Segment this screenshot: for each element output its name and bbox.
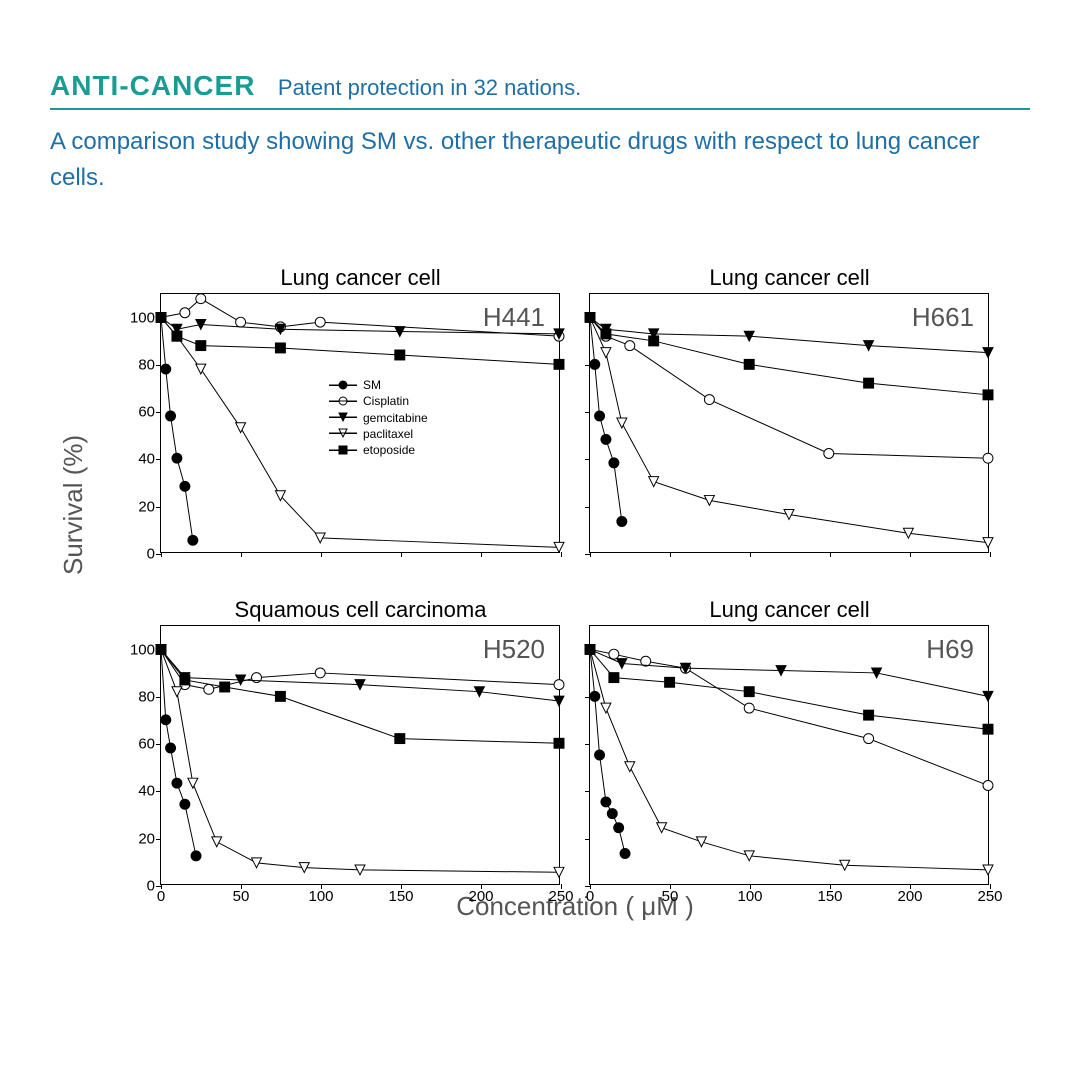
- y-tick-label: 0: [147, 546, 161, 563]
- legend-label: Cisplatin: [363, 393, 409, 409]
- chart-panel: Lung cancer cellH441020406080100SMCispla…: [160, 265, 561, 553]
- x-tick-label: 50: [233, 884, 250, 905]
- chart-panel: Lung cancer cellH69050100150200250: [589, 597, 990, 885]
- legend-item: etoposide: [329, 442, 428, 458]
- y-tick-label: 40: [138, 451, 161, 468]
- legend-label: SM: [363, 377, 381, 393]
- legend-marker: [329, 450, 357, 451]
- y-tick-label: 40: [138, 783, 161, 800]
- x-tick-label: 0: [157, 884, 165, 905]
- x-tick-label: 100: [737, 884, 762, 905]
- legend: SMCisplatingemcitabinepaclitaxeletoposid…: [329, 377, 428, 458]
- x-axis-label: Concentration ( μM ): [160, 891, 990, 922]
- panel-title: Lung cancer cell: [589, 265, 990, 291]
- legend-marker: [329, 401, 357, 402]
- x-tick-label: 250: [977, 884, 1002, 905]
- panel-title: Squamous cell carcinoma: [160, 597, 561, 623]
- header-rule: [50, 108, 1030, 110]
- legend-marker: [329, 385, 357, 386]
- y-tick-label: 20: [138, 830, 161, 847]
- chart-panel: Squamous cell carcinomaH5200204060801000…: [160, 597, 561, 885]
- plot-area: H520020406080100050100150200250: [160, 625, 560, 885]
- legend-marker: [329, 433, 357, 434]
- series-svg: [161, 626, 559, 884]
- x-tick-label: 250: [548, 884, 573, 905]
- legend-item: gemcitabine: [329, 410, 428, 426]
- header: ANTI-CANCER Patent protection in 32 nati…: [50, 70, 1030, 196]
- x-tick-label: 150: [388, 884, 413, 905]
- x-tick-label: 200: [468, 884, 493, 905]
- x-tick-label: 50: [662, 884, 679, 905]
- page-title: ANTI-CANCER: [50, 70, 255, 101]
- series-svg: [590, 294, 988, 552]
- x-tick-label: 200: [897, 884, 922, 905]
- legend-item: Cisplatin: [329, 393, 428, 409]
- chart-panel: Lung cancer cellH661: [589, 265, 990, 553]
- chart-grid: Lung cancer cellH441020406080100SMCispla…: [160, 265, 990, 885]
- panel-title: Lung cancer cell: [160, 265, 561, 291]
- y-tick-label: 20: [138, 498, 161, 515]
- legend-item: paclitaxel: [329, 426, 428, 442]
- x-tick-label: 100: [308, 884, 333, 905]
- y-tick-label: 80: [138, 356, 161, 373]
- legend-label: paclitaxel: [363, 426, 413, 442]
- legend-marker: [329, 417, 357, 418]
- series-svg: [590, 626, 988, 884]
- y-tick-label: 80: [138, 688, 161, 705]
- plot-area: H69050100150200250: [589, 625, 989, 885]
- plot-area: H441020406080100SMCisplatingemcitabinepa…: [160, 293, 560, 553]
- y-tick-label: 60: [138, 404, 161, 421]
- page-subtitle: Patent protection in 32 nations.: [278, 75, 581, 100]
- y-axis-label: Survival (%): [58, 435, 89, 575]
- legend-label: gemcitabine: [363, 410, 428, 426]
- page: ANTI-CANCER Patent protection in 32 nati…: [0, 0, 1080, 1080]
- legend-label: etoposide: [363, 442, 415, 458]
- plot-area: H661: [589, 293, 989, 553]
- legend-item: SM: [329, 377, 428, 393]
- y-tick-label: 60: [138, 736, 161, 753]
- x-tick-label: 150: [817, 884, 842, 905]
- description: A comparison study showing SM vs. other …: [50, 124, 1030, 196]
- x-tick-label: 0: [586, 884, 594, 905]
- panel-title: Lung cancer cell: [589, 597, 990, 623]
- figure: Survival (%) Lung cancer cellH4410204060…: [50, 265, 1030, 922]
